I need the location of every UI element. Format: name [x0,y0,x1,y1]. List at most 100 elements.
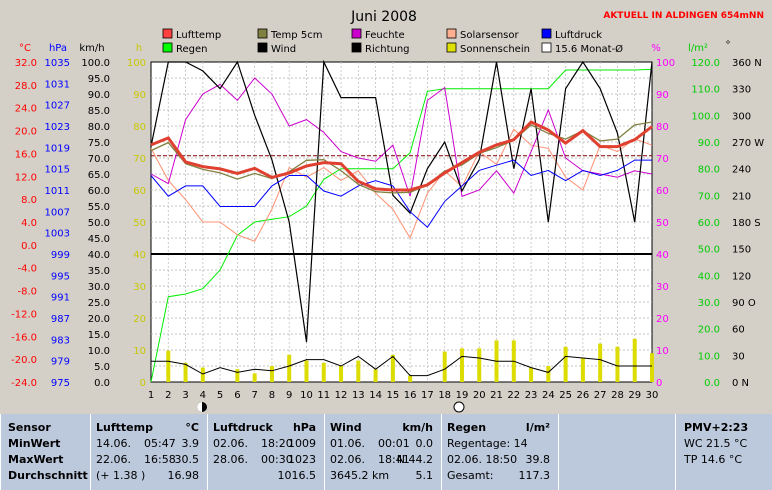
hpa-tick: 1027 [45,101,70,112]
percent-tick: 80 [656,122,669,133]
hours-tick: 80 [133,122,146,133]
legend-swatch [162,42,173,53]
stats-col-wind: Wind km/h 01.06. 00:01 0.0 02.06. 18:41 N 44.… [324,414,441,490]
series-feuchte [150,77,653,198]
kmh-tick: 80.0 [88,122,110,133]
kmh-tick: 40.0 [88,250,110,261]
x-tick-label: 13 [352,390,365,401]
sunshine-bar [269,366,274,382]
hpa-tick: 975 [51,378,70,389]
stats-col-lufttemp: Lufttemp °C 14.06. 05:47 3.9 22.06. 16:58 30.… [90,414,207,490]
rain-tick: 50.0 [698,245,720,256]
x-tick-label: 21 [490,390,503,401]
sunshine-bar [598,343,603,382]
kmh-tick: 20.0 [88,314,110,325]
x-tick-label: 8 [269,390,275,401]
legend: Lufttemp Temp 5cm Feuchte Solarsensor Luftdr… [162,28,623,55]
x-tick-label: 23 [525,390,538,401]
hpa-tick: 1035 [45,58,70,69]
percent-tick: 100 [656,58,675,69]
wind-min-date: 01.06. [330,437,365,450]
lufttemp-max-value: 30.5 [174,453,200,466]
kmh-tick: 70.0 [88,154,110,165]
hpa-tick: 999 [51,250,70,261]
sunshine-bar [477,348,482,382]
kmh-tick: 35.0 [88,266,110,277]
wind-max-time: 18:41 [378,453,410,466]
kmh-tick: 30.0 [88,282,110,293]
x-tick-label: 20 [473,390,486,401]
legend-label: Sonnenschein [460,44,530,55]
sunshine-bar [373,369,378,382]
hours-tick: 60 [133,186,146,197]
rain-tick: 20.0 [698,325,720,336]
luftdruck-avg-value: 1016.5 [277,469,317,482]
durchschnitt-label: Durchschnitt [8,469,88,482]
stats-panel: Sensor MinWert MaxWert Durchschnitt Luft… [0,414,772,490]
luftdruck-max-time: 00:30 [261,453,293,466]
luftdruck-min-value: 1009 [288,437,316,450]
regen-unit: l/m² [525,421,550,434]
x-tick-label: 5 [217,390,223,401]
rain-tick: 120.0 [691,58,720,69]
x-tick-label: 19 [456,390,469,401]
legend-swatch [351,28,362,39]
stats-col-sensor: Sensor MinWert MaxWert Durchschnitt [0,414,90,490]
rain-unit: l/m² [688,43,708,54]
rain-tick: 30.0 [698,298,720,309]
hours-tick: 10 [133,346,146,357]
series-temp-5cm [150,121,653,194]
sunshine-bar [650,353,654,382]
sunshine-bar [339,366,344,382]
rain-tick: 0.0 [704,378,720,389]
legend-swatch [446,42,457,53]
percent-tick: 60 [656,186,669,197]
hpa-tick: 995 [51,271,70,282]
rain-tick: 110.0 [691,85,720,96]
kmh-tick: 10.0 [88,346,110,357]
direction-tick: 210 [732,191,751,202]
x-tick-label: 18 [438,390,451,401]
percent-unit: % [651,43,661,54]
wind-min-time: 00:01 [378,437,410,450]
wind-min-value: 0.0 [415,437,434,450]
sunshine-bar [183,362,188,382]
legend-swatch [257,42,268,53]
direction-tick: 120 [732,271,751,282]
lufttemp-min-time: 05:47 [144,437,176,450]
percent-tick: 10 [656,346,669,357]
direction-tick: 270 W [732,138,764,149]
lufttemp-min-value: 3.9 [181,437,200,450]
stats-col-luftdruck: Luftdruck hPa 02.06. 18:20 1009 28.06. 00:30… [207,414,324,490]
sunshine-bar [304,360,309,382]
x-tick-label: 15 [386,390,399,401]
wind-max-value: N 44.2 [396,453,433,466]
x-tick-label: 3 [182,390,188,401]
sunshine-bar [546,366,551,382]
rain-tick: 100.0 [691,111,720,122]
rain-tick: 90.0 [698,138,720,149]
percent-tick: 50 [656,218,669,229]
kmh-tick: 15.0 [88,330,110,341]
lufttemp-max-date: 22.06. [96,453,131,466]
x-tick-label: 9 [286,390,292,401]
legend-label: Temp 5cm [270,30,322,41]
x-tick-label: 1 [148,390,154,401]
sunshine-bar [356,360,361,382]
hours-tick: 70 [133,154,146,165]
hpa-tick: 1031 [45,79,70,90]
celsius-tick: 32.0 [15,58,37,69]
direction-unit: ° [726,40,731,51]
full-moon-icon [453,401,465,413]
x-tick-label: 2 [165,390,171,401]
legend-swatch [351,42,362,53]
hpa-unit: hPa [49,43,67,54]
direction-tick: 0 N [732,378,749,389]
chart-title: Juni 2008 [350,9,417,25]
hours-tick: 20 [133,314,146,325]
x-tick-label: 4 [200,390,206,401]
kmh-tick: 45.0 [88,234,110,245]
hours-tick: 30 [133,282,146,293]
legend-label: Lufttemp [176,30,221,41]
wind-avg-value: 5.1 [415,469,434,482]
